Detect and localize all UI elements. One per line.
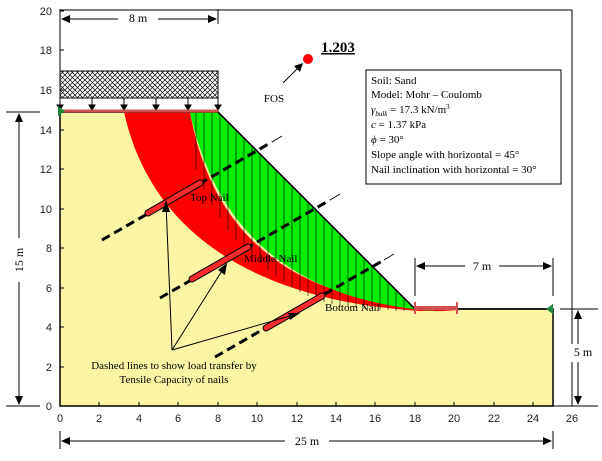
svg-text:2: 2 bbox=[96, 413, 102, 425]
dimension-left-height: 15 m bbox=[6, 111, 40, 407]
surcharge-load-arrows bbox=[56, 98, 222, 111]
info-friction-angle: ϕ = 30° bbox=[371, 134, 404, 146]
info-soil: Soil: Sand bbox=[371, 75, 417, 87]
annotation-arrowheads bbox=[162, 200, 300, 320]
wedge-hatching bbox=[195, 112, 405, 311]
svg-text:15 m: 15 m bbox=[12, 247, 26, 272]
info-nail-inclination: Nail inclination with horizontal = 30° bbox=[371, 164, 537, 176]
annotation-line-2: Tensile Capacity of nails bbox=[120, 374, 229, 386]
svg-text:0: 0 bbox=[46, 401, 52, 413]
annotation-leaders bbox=[165, 202, 298, 351]
svg-text:12: 12 bbox=[40, 164, 52, 176]
nail-bottom bbox=[214, 253, 395, 359]
svg-text:18: 18 bbox=[409, 413, 421, 425]
middle-nail-label: Middle Nail bbox=[244, 253, 297, 265]
svg-text:2: 2 bbox=[46, 362, 52, 374]
info-box bbox=[365, 69, 562, 185]
dimension-right-height: 5 m bbox=[560, 308, 598, 407]
dimension-bottom-width: 25 m bbox=[59, 431, 554, 449]
info-slope-angle: Slope angle with horizontal = 45° bbox=[371, 149, 519, 161]
x-axis-ticks: 0 2 4 6 8 10 12 14 16 18 20 22 24 26 bbox=[57, 402, 578, 425]
svg-text:8: 8 bbox=[46, 243, 52, 255]
svg-text:10: 10 bbox=[40, 204, 52, 216]
svg-text:16: 16 bbox=[369, 413, 381, 425]
svg-text:8 m: 8 m bbox=[129, 11, 148, 25]
fos-label: FOS bbox=[264, 93, 284, 105]
svg-text:12: 12 bbox=[291, 413, 303, 425]
svg-text:8: 8 bbox=[215, 413, 221, 425]
info-unit-weight: γbulk = 17.3 kN/m3 bbox=[371, 103, 450, 118]
dimension-toe-width: 7 m bbox=[414, 258, 554, 296]
svg-text:22: 22 bbox=[488, 413, 500, 425]
fos-value: 1.203 bbox=[321, 40, 355, 56]
svg-text:6: 6 bbox=[175, 413, 181, 425]
info-model: Model: Mohr – Coulomb bbox=[371, 89, 482, 101]
svg-text:14: 14 bbox=[330, 413, 342, 425]
nail-middle bbox=[159, 193, 341, 300]
fos-dot bbox=[303, 54, 313, 64]
svg-text:5 m: 5 m bbox=[574, 345, 593, 359]
bottom-nail-label: Bottom Nail bbox=[325, 302, 380, 314]
fos-arrowhead bbox=[294, 63, 303, 72]
svg-text:26: 26 bbox=[566, 413, 578, 425]
svg-text:25 m: 25 m bbox=[295, 434, 320, 448]
y-axis-ticks: 0 2 4 6 8 10 12 14 16 18 20 bbox=[40, 6, 64, 413]
svg-text:4: 4 bbox=[136, 413, 142, 425]
svg-text:4: 4 bbox=[46, 322, 52, 334]
dimension-top-width: 8 m bbox=[59, 9, 219, 25]
svg-text:10: 10 bbox=[251, 413, 263, 425]
nail-top bbox=[101, 135, 283, 242]
right-support-marker bbox=[546, 304, 553, 314]
svg-text:20: 20 bbox=[40, 6, 52, 18]
svg-text:24: 24 bbox=[527, 413, 539, 425]
top-nail-label: Top Nail bbox=[190, 192, 229, 204]
toe-load-ticks bbox=[414, 302, 458, 314]
annotation-line-1: Dashed lines to show load transfer by bbox=[91, 360, 257, 372]
svg-text:14: 14 bbox=[40, 125, 52, 137]
svg-text:6: 6 bbox=[46, 283, 52, 295]
svg-text:18: 18 bbox=[40, 45, 52, 57]
left-support-marker bbox=[58, 106, 65, 116]
svg-text:16: 16 bbox=[40, 85, 52, 97]
svg-text:0: 0 bbox=[57, 413, 63, 425]
info-cohesion: c = 1.37 kPa bbox=[371, 119, 426, 131]
svg-text:7 m: 7 m bbox=[473, 259, 492, 273]
surcharge-block bbox=[59, 70, 219, 99]
svg-text:20: 20 bbox=[448, 413, 460, 425]
